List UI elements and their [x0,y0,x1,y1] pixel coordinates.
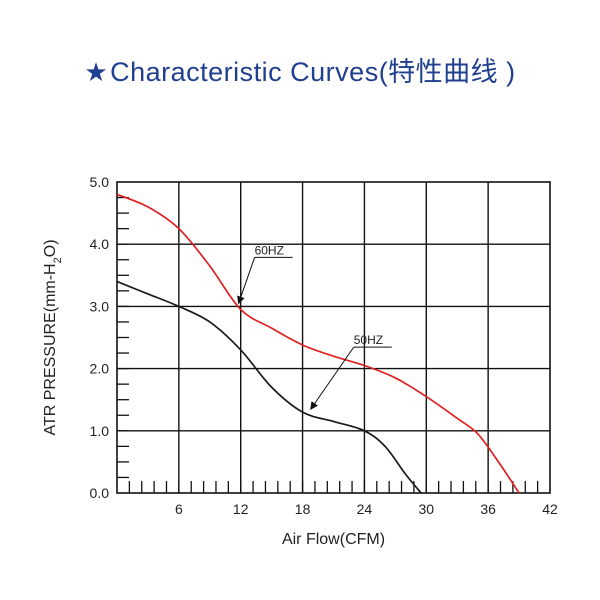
x-tick-label: 12 [233,501,249,517]
series-lines [116,193,520,494]
y-tick-label: 1.0 [90,423,110,439]
annotation-arrow [310,346,355,410]
x-tick-label: 24 [357,501,373,517]
plot-frame [116,181,551,494]
series-line-60hz [116,193,520,494]
y-tick-label: 2.0 [90,361,110,377]
x-tick-label: 36 [480,501,496,517]
minor-ticks [117,196,539,493]
chart-title-text: Characteristic Curves(特性曲线 ) [110,57,516,87]
y-tick-label: 5.0 [90,174,110,190]
tick-labels: 6 12 18 24 30 36 42 0.0 1.0 2.0 3.0 4.0 5.0 [90,174,558,517]
chart-title: ★Characteristic Curves(特性曲线 ) [0,50,600,89]
series-line-50hz [116,280,422,494]
x-tick-label: 30 [418,501,434,517]
y-axis-label: ATR PRESSURE(mm-H2O) [42,239,64,435]
star-icon: ★ [84,57,109,87]
annotation-arrow [237,257,256,305]
x-tick-label: 42 [542,501,558,517]
annotation-label-50hz: 50HZ [354,333,383,347]
annotation-label-60hz: 60HZ [255,243,284,257]
x-tick-label: 18 [295,501,311,517]
x-tick-label: 6 [175,501,183,517]
y-tick-label: 0.0 [90,485,110,501]
annotations: 60HZ 50HZ [237,243,392,410]
grid [116,181,551,494]
y-tick-label: 3.0 [90,298,110,314]
y-tick-label: 4.0 [90,236,110,252]
x-axis-label: Air Flow(CFM) [282,531,385,548]
